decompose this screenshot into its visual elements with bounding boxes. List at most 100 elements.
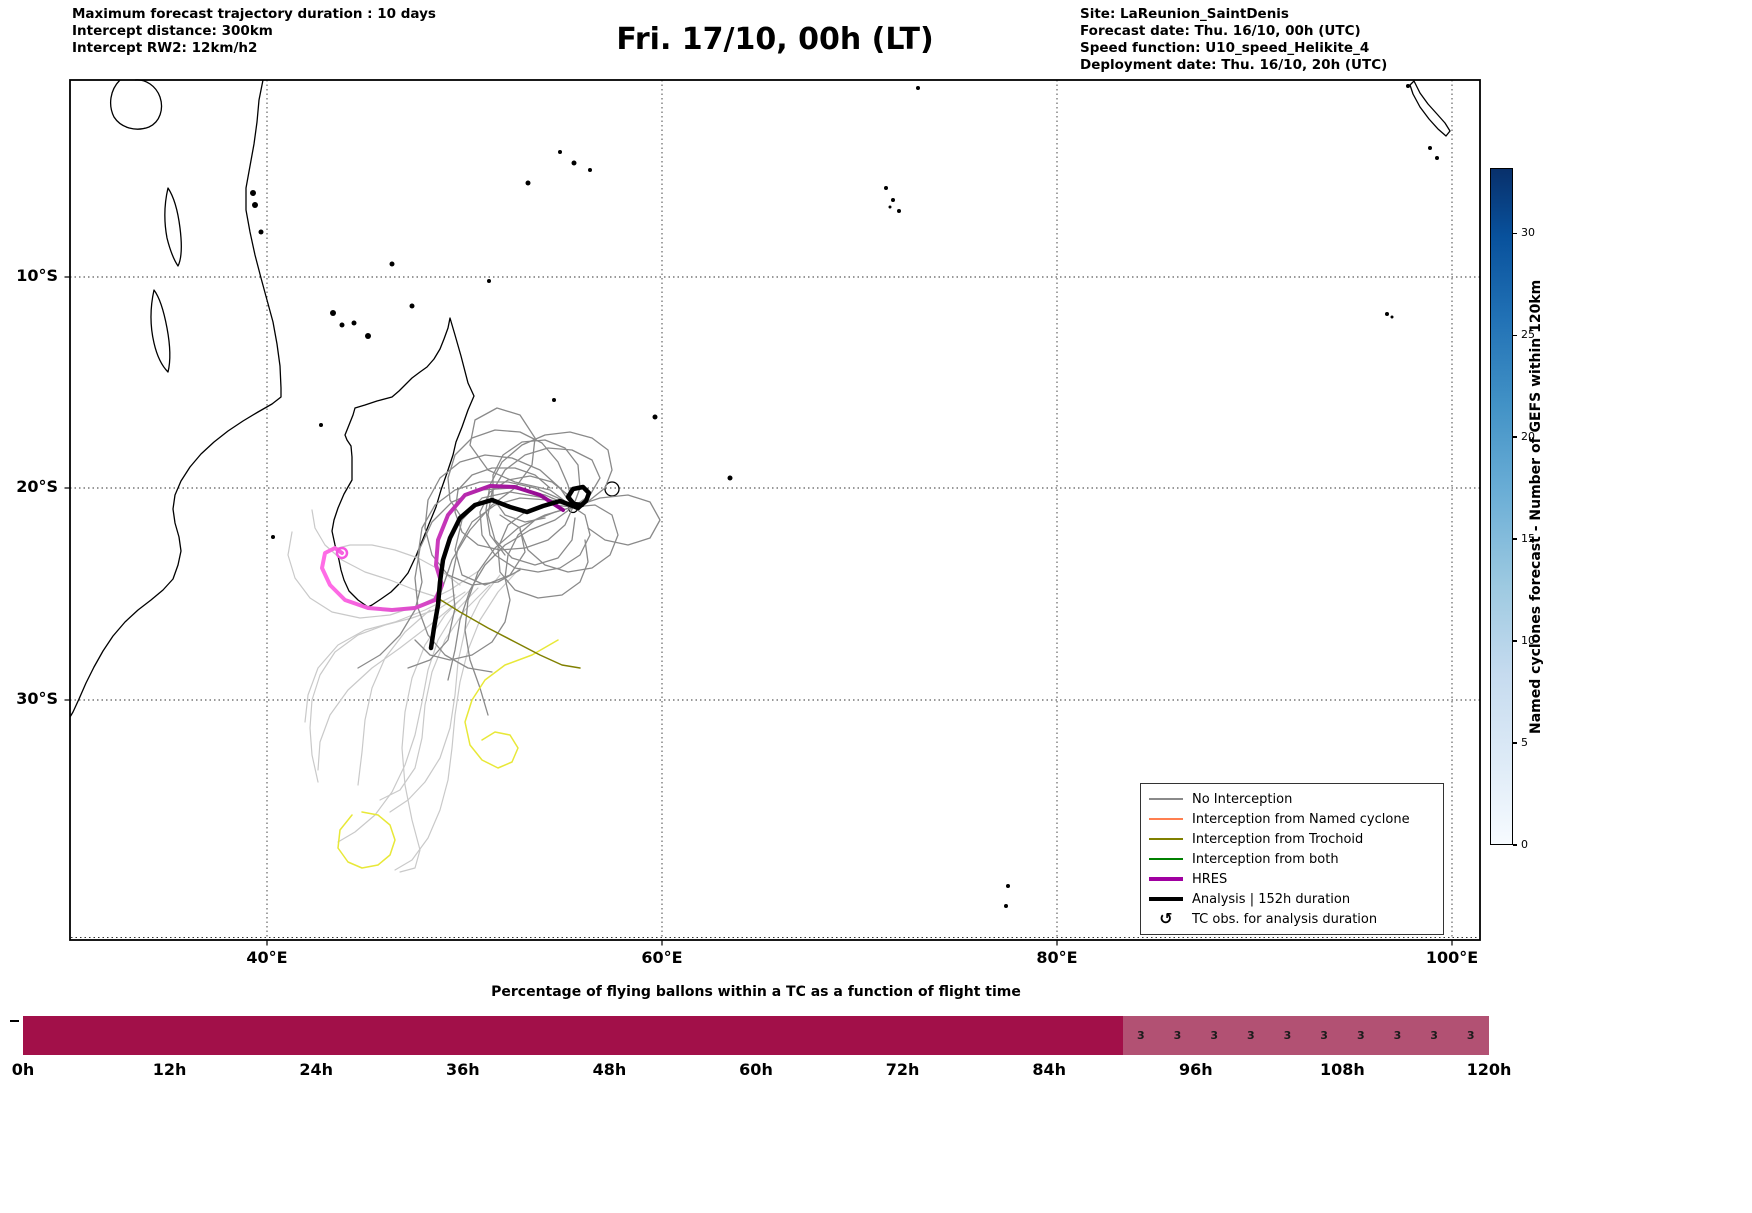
time-tick-label: 84h bbox=[1032, 1060, 1067, 1079]
speed-function-text: Speed function: U10_speed_Helikite_4 bbox=[1080, 40, 1370, 56]
legend-item-label: TC obs. for analysis duration bbox=[1192, 911, 1378, 927]
strip-y-tick bbox=[10, 1020, 19, 1022]
time-tick-label: 48h bbox=[592, 1060, 627, 1079]
intercept-rw2-text: Intercept RW2: 12km/h2 bbox=[72, 40, 258, 56]
trajectory-trochoid bbox=[435, 596, 581, 669]
colorbar-tick bbox=[1513, 538, 1517, 540]
tc-percentage-value: 3 bbox=[1210, 1029, 1218, 1042]
lon-tick-label: 100°E bbox=[1425, 948, 1479, 967]
map-border bbox=[69, 79, 1481, 941]
madagascar-coastline bbox=[331, 317, 475, 608]
colorbar-label: Named cyclones forecast - Number of GEFS… bbox=[1528, 279, 1544, 734]
trajectory-no-interception-faded bbox=[394, 567, 521, 871]
lat-tick-label: 20°S bbox=[16, 477, 58, 496]
time-tick-label: 96h bbox=[1178, 1060, 1213, 1079]
tc-obs-icon: ↺ bbox=[1149, 909, 1183, 928]
legend-item: HRES bbox=[1149, 869, 1435, 889]
trajectory-no-interception-faded bbox=[309, 591, 466, 783]
tc-percentage-segment: 3 3 3 3 3 3 3 3 3 3 bbox=[1122, 1016, 1489, 1055]
colorbar bbox=[1490, 168, 1513, 845]
tc-percentage-value: 3 bbox=[1137, 1029, 1145, 1042]
lon-tick-label: 80°E bbox=[1036, 948, 1078, 967]
colorbar-tick bbox=[1513, 640, 1517, 642]
island-mauritius bbox=[604, 481, 620, 497]
trajectory-no-interception-faded bbox=[287, 531, 481, 619]
tc-percentage-value: 3 bbox=[1430, 1029, 1438, 1042]
africa-coastline bbox=[69, 79, 282, 718]
trajectory-analysis bbox=[428, 497, 581, 651]
trajectory-no-interception-faded bbox=[357, 609, 431, 786]
lon-tick-label: 40°E bbox=[246, 948, 288, 967]
tc-percentage-value: 3 bbox=[1320, 1029, 1328, 1042]
trajectory-no-interception bbox=[447, 506, 574, 681]
legend-item-label: Analysis | 152h duration bbox=[1192, 891, 1351, 907]
trajectory-trochoid-bright bbox=[464, 639, 559, 769]
legend-item: ↺ TC obs. for analysis duration bbox=[1149, 909, 1435, 929]
time-tick-label: 24h bbox=[299, 1060, 334, 1079]
deployment-date-text: Deployment date: Thu. 16/10, 20h (UTC) bbox=[1080, 57, 1388, 73]
time-tick-label: 36h bbox=[445, 1060, 480, 1079]
site-text: Site: LaReunion_SaintDenis bbox=[1080, 6, 1289, 22]
tc-percentage-value: 3 bbox=[1466, 1029, 1475, 1042]
lat-tick-label: 10°S bbox=[16, 266, 58, 285]
colorbar-tick-label: 25 bbox=[1521, 328, 1535, 342]
colorbar-tick-label: 0 bbox=[1521, 838, 1528, 851]
site-info: Site: LaReunion_SaintDenis Forecast date… bbox=[1080, 6, 1387, 74]
trajectory-no-interception bbox=[447, 429, 574, 519]
trajectory-hres bbox=[320, 484, 565, 612]
hres-end-marker bbox=[335, 546, 349, 560]
colorbar-tick bbox=[1513, 742, 1517, 744]
trajectory-no-interception-faded bbox=[317, 599, 461, 771]
trajectory-no-interception-faded bbox=[311, 509, 441, 599]
legend-item-label: HRES bbox=[1192, 871, 1228, 887]
rotate-ccw-icon: ↺ bbox=[1159, 909, 1173, 928]
trajectory-no-interception bbox=[464, 506, 574, 716]
legend-item-label: No Interception bbox=[1192, 791, 1293, 807]
lake-victoria bbox=[109, 79, 163, 130]
trajectory-no-interception-faded bbox=[337, 587, 479, 843]
legend-line-sample bbox=[1149, 877, 1183, 881]
legend-line-sample bbox=[1149, 818, 1183, 820]
legend-item: Interception from Trochoid bbox=[1149, 829, 1435, 849]
tc-percentage-strip: 3 3 3 3 3 3 3 3 3 3 bbox=[23, 1016, 1489, 1055]
trajectory-no-interception bbox=[572, 494, 661, 546]
page-title: Fri. 17/10, 00h (LT) bbox=[616, 22, 934, 57]
forecast-date-text: Forecast date: Thu. 16/10, 00h (UTC) bbox=[1080, 23, 1361, 39]
legend-item: Interception from Named cyclone bbox=[1149, 809, 1435, 829]
time-tick-label: 60h bbox=[739, 1060, 773, 1079]
tc-percentage-value: 3 bbox=[1356, 1029, 1365, 1042]
trajectory-no-interception bbox=[519, 504, 619, 573]
trajectory-analysis bbox=[565, 484, 592, 511]
legend-line-sample bbox=[1149, 858, 1183, 860]
sumatra-coastline bbox=[1409, 80, 1451, 137]
tc-percentage-segment bbox=[23, 1016, 1123, 1055]
intercept-distance-text: Intercept distance: 300km bbox=[72, 23, 273, 39]
max-duration-text: Maximum forecast trajectory duration : 1… bbox=[72, 6, 436, 22]
legend-line-sample bbox=[1149, 798, 1183, 800]
trajectory-no-interception bbox=[479, 475, 591, 573]
trajectory-no-interception bbox=[485, 431, 613, 556]
trajectories-layer bbox=[287, 407, 661, 873]
time-tick-label: 12h bbox=[152, 1060, 187, 1079]
trajectory-no-interception bbox=[492, 439, 581, 523]
trajectory-no-interception-faded bbox=[304, 594, 456, 723]
colorbar-tick-label: 30 bbox=[1521, 226, 1535, 240]
small-islands-layer bbox=[250, 84, 1439, 908]
trajectory-no-interception bbox=[424, 454, 574, 586]
time-tick-label: 108h bbox=[1319, 1060, 1365, 1079]
time-tick-label: 120h bbox=[1466, 1060, 1512, 1079]
grid-layer bbox=[64, 80, 1480, 946]
forecast-parameters: Maximum forecast trajectory duration : 1… bbox=[72, 6, 436, 57]
legend-item-label: Interception from Trochoid bbox=[1192, 831, 1364, 847]
tc-percentage-value: 3 bbox=[1246, 1029, 1255, 1042]
legend-line-sample bbox=[1149, 838, 1183, 840]
colorbar-tick bbox=[1513, 232, 1517, 234]
trajectory-no-interception-faded bbox=[389, 574, 501, 813]
lat-tick-label: 30°S bbox=[16, 689, 58, 708]
lake-rukwa bbox=[164, 187, 182, 267]
legend-item: Interception from both bbox=[1149, 849, 1435, 869]
legend-line-sample bbox=[1149, 897, 1183, 901]
bottom-chart-title: Percentage of flying ballons within a TC… bbox=[491, 984, 1021, 1000]
